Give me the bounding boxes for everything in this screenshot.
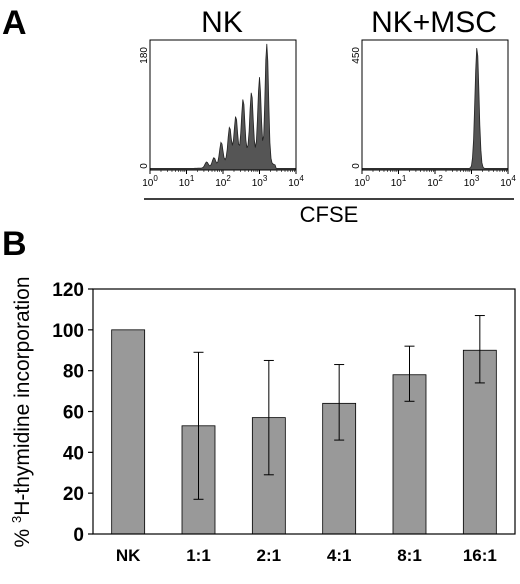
panel-b-label: B [2,225,27,263]
x-tick-label: 102 [215,174,231,189]
histogram-nk-ymin: 0 [139,163,150,169]
x-category-label: 16:1 [463,546,497,565]
x-tick-label: 103 [464,174,480,189]
bar-chart-x-ticks: NK 1:1 2:1 4:1 8:1 16:1 [116,546,497,565]
histogram-nk-title: NK [201,6,243,39]
bar-chart: % 3H-thymidine incorporation 0 20 40 60 80 10… [9,276,516,565]
y-tick-label: 120 [52,280,84,301]
histogram-nk-msc-area [361,48,509,171]
histogram-nk-msc-x-ticks: 100 101 102 103 104 [354,170,516,189]
y-tick-label: 80 [63,362,84,383]
bar-chart-frame [92,288,516,535]
histogram-nk-msc-ymax: 450 [351,47,362,64]
x-tick-label: 104 [288,174,304,189]
x-tick-label: 100 [142,174,158,189]
y-tick-label: 0 [73,525,84,546]
panel-a-label: A [2,4,27,42]
x-category-label: 8:1 [397,546,422,565]
cfse-axis-label: CFSE [300,202,359,227]
histogram-nk-area-path [149,43,297,171]
histogram-nk-area [149,43,297,171]
x-category-label: 4:1 [327,546,352,565]
bar-chart-bars [111,329,497,535]
histogram-nk-msc: NK+MSC 450 0 100 101 102 103 104 [351,6,516,189]
bar-chart-y-ticks: 0 20 40 60 80 100 120 [52,280,93,546]
histogram-nk-msc-title: NK+MSC [371,6,497,39]
histogram-nk-msc-frame [361,39,509,171]
x-tick-label: 102 [427,174,443,189]
bar-chart-error-bars [193,315,485,500]
x-tick-label: 103 [252,174,268,189]
y-tick-label: 100 [52,321,84,342]
bar-NK [111,329,146,535]
histogram-nk-ymax: 180 [139,47,150,64]
x-tick-label: 101 [179,174,195,189]
histogram-nk-msc-ymin: 0 [351,163,362,169]
x-category-label: 1:1 [186,546,211,565]
x-tick-label: 104 [500,174,516,189]
x-tick-label: 100 [354,174,370,189]
histogram-nk-msc-area-path [361,48,509,171]
histogram-nk-x-ticks: 100 101 102 103 104 [142,170,304,189]
y-tick-label: 40 [63,443,84,464]
x-tick-label: 101 [391,174,407,189]
y-tick-label: 20 [63,484,84,505]
histogram-nk: NK 180 0 100 101 102 103 104 [139,6,304,189]
y-tick-label: 60 [63,403,84,424]
bar-chart-y-label: % 3H-thymidine incorporation [9,276,34,547]
x-category-label: 2:1 [257,546,282,565]
x-category-label: NK [116,546,141,565]
